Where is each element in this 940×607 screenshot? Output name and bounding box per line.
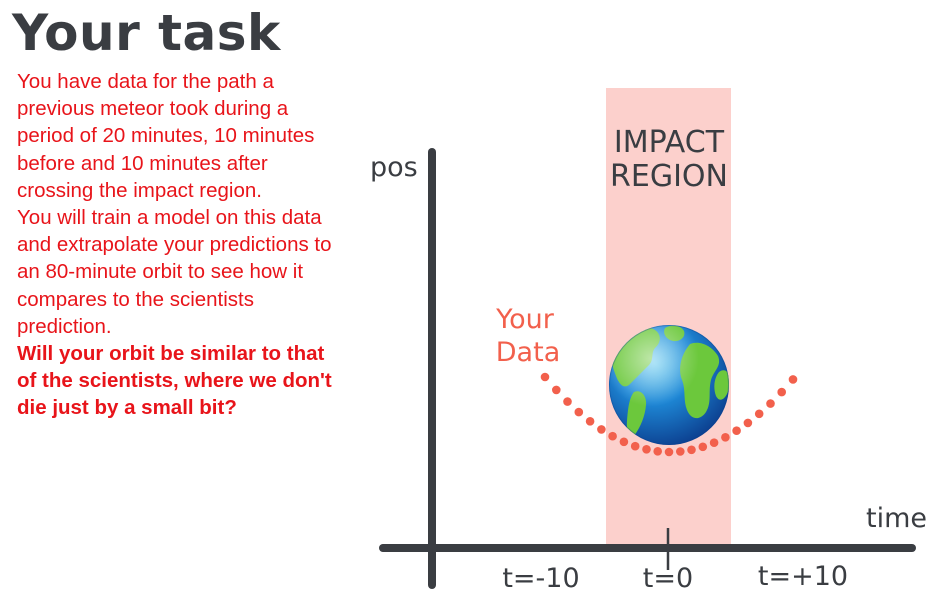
data-point bbox=[653, 447, 662, 456]
data-point bbox=[754, 409, 764, 419]
data-point bbox=[619, 437, 629, 447]
data-point bbox=[698, 442, 708, 452]
impact-region-label-line1: IMPACT bbox=[614, 125, 725, 160]
training-paragraph: You will train a model on this data and … bbox=[17, 206, 332, 338]
data-point bbox=[630, 441, 640, 451]
question-text: Will your orbit be similar to that of th… bbox=[17, 342, 332, 420]
data-point bbox=[642, 445, 651, 454]
impact-region-band bbox=[606, 88, 731, 548]
data-point bbox=[676, 447, 685, 456]
y-axis-label: pos bbox=[370, 152, 418, 183]
data-point bbox=[585, 417, 595, 426]
data-point bbox=[597, 425, 606, 434]
page-title: Your task bbox=[12, 4, 281, 62]
data-point bbox=[788, 375, 798, 384]
earth-globe-icon bbox=[609, 325, 729, 445]
impact-region-label-line2: REGION bbox=[610, 159, 728, 194]
tick-label-minus-10: t=-10 bbox=[502, 563, 579, 594]
data-point bbox=[766, 399, 775, 408]
data-point bbox=[574, 407, 584, 417]
data-point bbox=[687, 445, 696, 455]
data-point bbox=[721, 433, 730, 442]
data-point bbox=[664, 447, 674, 457]
data-point bbox=[540, 372, 550, 382]
tick-label-plus-10: t=+10 bbox=[758, 561, 848, 592]
data-points bbox=[540, 372, 798, 457]
data-label-line2: Data bbox=[496, 337, 560, 368]
data-point bbox=[552, 385, 561, 395]
intro-paragraph: You have data for the path a previous me… bbox=[17, 70, 315, 202]
task-description: You have data for the path a previous me… bbox=[17, 68, 347, 422]
x-axis-label: time bbox=[866, 503, 927, 534]
data-point bbox=[732, 426, 741, 436]
data-point bbox=[709, 438, 719, 448]
data-point bbox=[608, 431, 617, 441]
data-point bbox=[777, 387, 786, 397]
data-point bbox=[743, 418, 753, 428]
tick-label-zero: t=0 bbox=[643, 563, 693, 594]
data-point bbox=[563, 397, 572, 406]
data-label-line1: Your bbox=[495, 304, 555, 335]
